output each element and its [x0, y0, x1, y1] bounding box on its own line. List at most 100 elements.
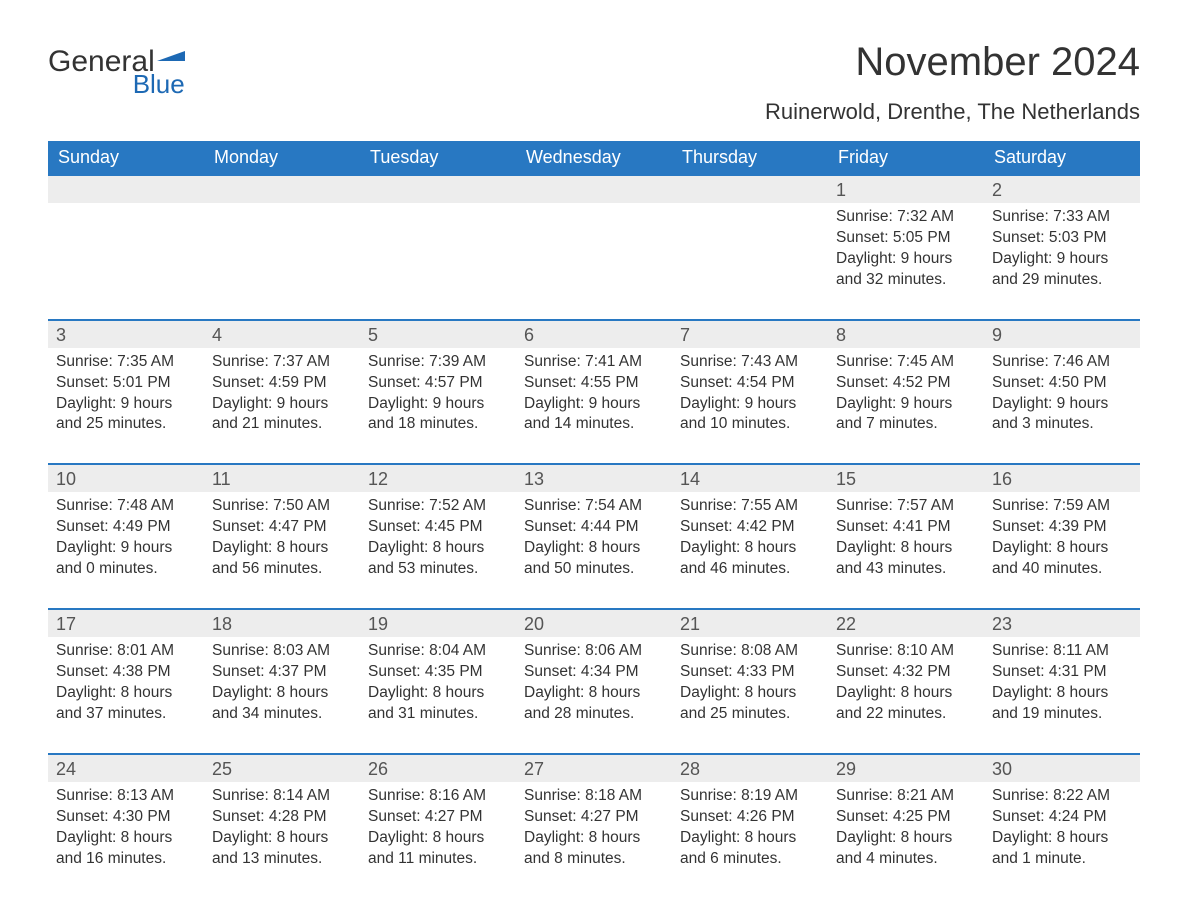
- day-number-cell: 17: [48, 609, 204, 637]
- calendar-header-row: SundayMondayTuesdayWednesdayThursdayFrid…: [48, 141, 1140, 175]
- sunrise-text: Sunrise: 7:33 AM: [992, 207, 1132, 228]
- sunrise-text: Sunrise: 7:37 AM: [212, 352, 352, 373]
- sunrise-text: Sunrise: 7:54 AM: [524, 496, 664, 517]
- day-details-cell: Sunrise: 7:52 AMSunset: 4:45 PMDaylight:…: [360, 492, 516, 609]
- weekday-header: Sunday: [48, 141, 204, 175]
- sunrise-text: Sunrise: 8:16 AM: [368, 786, 508, 807]
- weekday-header: Saturday: [984, 141, 1140, 175]
- daylight-text: Daylight: 8 hours and 46 minutes.: [680, 538, 820, 580]
- daylight-text: Daylight: 8 hours and 22 minutes.: [836, 683, 976, 725]
- day-number-cell: [672, 175, 828, 203]
- day-details-cell: [672, 203, 828, 320]
- sunset-text: Sunset: 4:41 PM: [836, 517, 976, 538]
- day-details-cell: Sunrise: 7:50 AMSunset: 4:47 PMDaylight:…: [204, 492, 360, 609]
- weekday-header: Friday: [828, 141, 984, 175]
- daylight-text: Daylight: 9 hours and 3 minutes.: [992, 394, 1132, 436]
- sunset-text: Sunset: 4:35 PM: [368, 662, 508, 683]
- daylight-text: Daylight: 8 hours and 16 minutes.: [56, 828, 196, 870]
- daylight-text: Daylight: 9 hours and 18 minutes.: [368, 394, 508, 436]
- daylight-text: Daylight: 8 hours and 13 minutes.: [212, 828, 352, 870]
- month-title: November 2024: [765, 40, 1140, 85]
- sunrise-text: Sunrise: 7:32 AM: [836, 207, 976, 228]
- daylight-text: Daylight: 9 hours and 25 minutes.: [56, 394, 196, 436]
- day-details-cell: Sunrise: 7:48 AMSunset: 4:49 PMDaylight:…: [48, 492, 204, 609]
- week-details-row: Sunrise: 7:35 AMSunset: 5:01 PMDaylight:…: [48, 348, 1140, 465]
- day-details-cell: Sunrise: 8:13 AMSunset: 4:30 PMDaylight:…: [48, 782, 204, 898]
- day-details-cell: Sunrise: 8:21 AMSunset: 4:25 PMDaylight:…: [828, 782, 984, 898]
- day-number-cell: [48, 175, 204, 203]
- daylight-text: Daylight: 9 hours and 32 minutes.: [836, 249, 976, 291]
- day-details-cell: Sunrise: 7:41 AMSunset: 4:55 PMDaylight:…: [516, 348, 672, 465]
- sunset-text: Sunset: 4:49 PM: [56, 517, 196, 538]
- day-number-cell: 22: [828, 609, 984, 637]
- day-details-cell: Sunrise: 7:39 AMSunset: 4:57 PMDaylight:…: [360, 348, 516, 465]
- daylight-text: Daylight: 9 hours and 21 minutes.: [212, 394, 352, 436]
- day-number-cell: 10: [48, 464, 204, 492]
- sunset-text: Sunset: 4:25 PM: [836, 807, 976, 828]
- daylight-text: Daylight: 8 hours and 1 minute.: [992, 828, 1132, 870]
- weekday-header: Monday: [204, 141, 360, 175]
- day-number-cell: 8: [828, 320, 984, 348]
- sunset-text: Sunset: 4:45 PM: [368, 517, 508, 538]
- day-details-cell: Sunrise: 8:19 AMSunset: 4:26 PMDaylight:…: [672, 782, 828, 898]
- day-details-cell: Sunrise: 8:22 AMSunset: 4:24 PMDaylight:…: [984, 782, 1140, 898]
- day-details-cell: [516, 203, 672, 320]
- sunrise-text: Sunrise: 8:18 AM: [524, 786, 664, 807]
- day-details-cell: Sunrise: 7:57 AMSunset: 4:41 PMDaylight:…: [828, 492, 984, 609]
- daylight-text: Daylight: 8 hours and 34 minutes.: [212, 683, 352, 725]
- daylight-text: Daylight: 8 hours and 4 minutes.: [836, 828, 976, 870]
- sunset-text: Sunset: 4:47 PM: [212, 517, 352, 538]
- sunset-text: Sunset: 5:01 PM: [56, 373, 196, 394]
- sunset-text: Sunset: 4:50 PM: [992, 373, 1132, 394]
- day-number-cell: 21: [672, 609, 828, 637]
- sunrise-text: Sunrise: 7:59 AM: [992, 496, 1132, 517]
- sunrise-text: Sunrise: 8:06 AM: [524, 641, 664, 662]
- sunrise-text: Sunrise: 8:01 AM: [56, 641, 196, 662]
- daylight-text: Daylight: 9 hours and 7 minutes.: [836, 394, 976, 436]
- day-details-cell: Sunrise: 8:04 AMSunset: 4:35 PMDaylight:…: [360, 637, 516, 754]
- sunrise-text: Sunrise: 7:50 AM: [212, 496, 352, 517]
- day-details-cell: Sunrise: 8:10 AMSunset: 4:32 PMDaylight:…: [828, 637, 984, 754]
- day-details-cell: Sunrise: 7:54 AMSunset: 4:44 PMDaylight:…: [516, 492, 672, 609]
- daylight-text: Daylight: 8 hours and 6 minutes.: [680, 828, 820, 870]
- calendar-table: SundayMondayTuesdayWednesdayThursdayFrid…: [48, 141, 1140, 897]
- day-details-cell: Sunrise: 7:35 AMSunset: 5:01 PMDaylight:…: [48, 348, 204, 465]
- sunset-text: Sunset: 4:30 PM: [56, 807, 196, 828]
- sunset-text: Sunset: 4:37 PM: [212, 662, 352, 683]
- sunset-text: Sunset: 4:39 PM: [992, 517, 1132, 538]
- page-header: General Blue November 2024 Ruinerwold, D…: [48, 40, 1140, 125]
- day-details-cell: Sunrise: 7:43 AMSunset: 4:54 PMDaylight:…: [672, 348, 828, 465]
- daylight-text: Daylight: 9 hours and 0 minutes.: [56, 538, 196, 580]
- daylight-text: Daylight: 9 hours and 29 minutes.: [992, 249, 1132, 291]
- day-details-cell: [360, 203, 516, 320]
- sunrise-text: Sunrise: 8:13 AM: [56, 786, 196, 807]
- sunrise-text: Sunrise: 8:10 AM: [836, 641, 976, 662]
- day-details-cell: Sunrise: 8:11 AMSunset: 4:31 PMDaylight:…: [984, 637, 1140, 754]
- day-details-cell: Sunrise: 7:33 AMSunset: 5:03 PMDaylight:…: [984, 203, 1140, 320]
- day-number-cell: 11: [204, 464, 360, 492]
- daylight-text: Daylight: 8 hours and 40 minutes.: [992, 538, 1132, 580]
- sunset-text: Sunset: 4:33 PM: [680, 662, 820, 683]
- day-number-cell: 1: [828, 175, 984, 203]
- day-number-cell: 23: [984, 609, 1140, 637]
- sunset-text: Sunset: 4:31 PM: [992, 662, 1132, 683]
- day-number-cell: 25: [204, 754, 360, 782]
- week-details-row: Sunrise: 7:32 AMSunset: 5:05 PMDaylight:…: [48, 203, 1140, 320]
- daylight-text: Daylight: 8 hours and 11 minutes.: [368, 828, 508, 870]
- sunset-text: Sunset: 4:57 PM: [368, 373, 508, 394]
- day-number-cell: 4: [204, 320, 360, 348]
- daylight-text: Daylight: 8 hours and 31 minutes.: [368, 683, 508, 725]
- sunset-text: Sunset: 4:59 PM: [212, 373, 352, 394]
- sunset-text: Sunset: 4:32 PM: [836, 662, 976, 683]
- day-number-cell: 24: [48, 754, 204, 782]
- sunrise-text: Sunrise: 8:11 AM: [992, 641, 1132, 662]
- logo: General Blue: [48, 40, 185, 96]
- day-number-cell: 26: [360, 754, 516, 782]
- day-details-cell: Sunrise: 8:01 AMSunset: 4:38 PMDaylight:…: [48, 637, 204, 754]
- sunrise-text: Sunrise: 8:21 AM: [836, 786, 976, 807]
- sunrise-text: Sunrise: 7:52 AM: [368, 496, 508, 517]
- sunrise-text: Sunrise: 7:43 AM: [680, 352, 820, 373]
- weekday-header: Wednesday: [516, 141, 672, 175]
- day-details-cell: Sunrise: 8:06 AMSunset: 4:34 PMDaylight:…: [516, 637, 672, 754]
- day-details-cell: [48, 203, 204, 320]
